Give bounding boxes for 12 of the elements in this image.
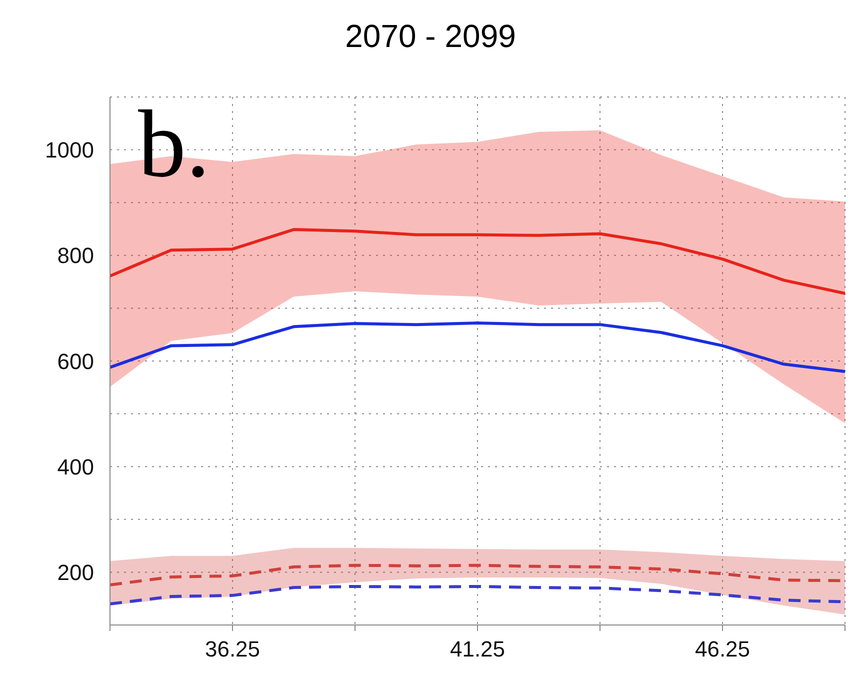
x-tick-label: 36.25 [204, 636, 260, 662]
line-series [110, 321, 845, 374]
line-series [110, 228, 845, 295]
y-tick-label: 600 [57, 348, 94, 374]
chart-title: 2070 - 2099 [344, 18, 517, 55]
annotation: b. [138, 90, 210, 197]
x-tick-label: 46.25 [694, 636, 750, 662]
y-tick-label: 200 [57, 560, 94, 586]
y-tick-label: 400 [57, 454, 94, 480]
y-tick-label: 1000 [45, 138, 94, 163]
y-tick-label: 800 [57, 243, 94, 268]
x-tick-label: 41.25 [450, 636, 506, 662]
